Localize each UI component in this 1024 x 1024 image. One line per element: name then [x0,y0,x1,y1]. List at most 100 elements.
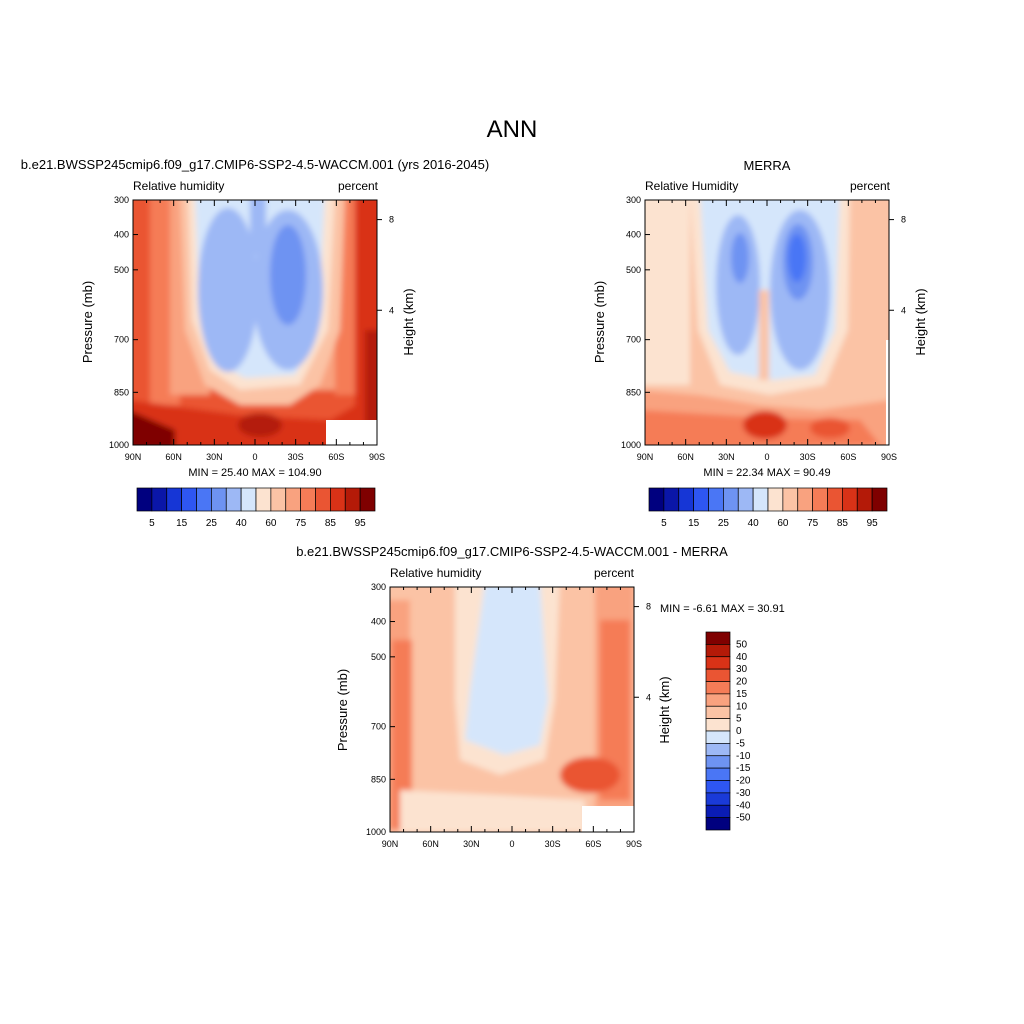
colorbar-box [705,767,731,781]
colorbar-box [255,487,272,512]
colorbar-box [663,487,680,512]
x-tick-label: 60S [328,452,344,462]
variable-label: Relative Humidity [645,179,738,193]
colorbar-label: 10 [736,701,748,712]
colorbar-box [151,487,168,512]
x-tick-label: 60N [677,452,694,462]
y-tick-label: 850 [626,387,641,397]
colorbar-box [211,487,227,512]
colorbar-label: 60 [777,518,789,529]
colorbar-box [136,487,153,512]
y-axis-right: Height (km) [401,288,416,355]
colorbar-box [782,487,799,512]
colorbar-box [705,817,731,831]
y-tick-label: 500 [626,265,641,275]
colorbar-label: 25 [718,518,730,529]
colorbar-box [705,668,731,682]
colorbar-box [705,804,731,818]
y-tick-label: 1000 [366,827,386,837]
colorbar-label: 75 [295,518,307,529]
x-tick-label: 90S [626,839,642,849]
colorbar-box [225,487,242,512]
colorbar-box [752,487,769,512]
y-axis-label: Pressure (mb) [592,281,607,363]
y-tick-label: 500 [371,652,386,662]
panel-model: b.e21.BWSSP245cmip6.f09_g17.CMIP6-SSP2-4… [21,157,489,479]
colorbar-box [737,487,754,512]
colorbar-box [693,487,709,512]
y-tick-label: 1000 [621,440,641,450]
colorbar-label: -50 [736,813,751,824]
colorbar-box [648,487,665,512]
colorbar-label: 5 [661,518,667,529]
panel-title: b.e21.BWSSP245cmip6.f09_g17.CMIP6-SSP2-4… [296,544,728,559]
x-tick-label: 30N [718,452,735,462]
colorbar-box [678,487,694,512]
colorbar-label: 20 [736,677,748,688]
x-tick-label: 90N [637,452,654,462]
panel-title: MERRA [744,158,791,173]
y-tick-label: 300 [114,195,129,205]
colorbar-label: 85 [325,518,337,529]
x-tick-label: 30S [288,452,304,462]
colorbar-box [705,780,731,794]
y-axis-left: Pressure (mb) [592,281,607,363]
x-tick-label: 30S [800,452,816,462]
colorbar-box [705,792,731,806]
colorbar-box [240,487,257,512]
colorbar-box [181,487,197,512]
y2-axis-label: Height (km) [913,288,928,355]
x-tick-label: 30N [463,839,480,849]
y-axis-left: Pressure (mb) [335,669,350,751]
colorbar-label: 50 [736,639,748,650]
colorbar-label: -10 [736,751,751,762]
variable-label: Relative humidity [390,566,481,580]
y-axis-right: Height (km) [913,288,928,355]
colorbar-label: 40 [236,518,248,529]
units-label: percent [850,179,891,193]
colorbar-box [270,487,287,512]
colorbar-box [767,487,784,512]
y-tick-label: 850 [371,774,386,784]
colorbar-label: 15 [176,518,188,529]
colorbar-label: 15 [736,689,748,700]
y2-axis-label: Height (km) [401,288,416,355]
y-tick-label: 300 [626,195,641,205]
contour-field [390,587,634,832]
contour-field [133,200,377,445]
x-tick-label: 0 [252,452,257,462]
colorbar-box [797,487,813,512]
panel-merra: MERRA Relative Humidity percent [592,158,928,479]
colorbar-label: 60 [265,518,277,529]
x-tick-label: 30N [206,452,223,462]
x-tick-label: 60N [165,452,182,462]
y2-tick-label: 8 [901,215,906,225]
colorbar-box [330,487,346,512]
x-tick-label: 60S [585,839,601,849]
y2-tick-label: 8 [389,215,394,225]
x-tick-label: 60S [840,452,856,462]
colorbar-box [359,487,376,512]
y-tick-label: 400 [626,230,641,240]
panel-difference: b.e21.BWSSP245cmip6.f09_g17.CMIP6-SSP2-4… [296,544,785,833]
colorbar-box [723,487,739,512]
colorbar-box [196,487,212,512]
y2-tick-label: 8 [646,602,651,612]
colorbar-label: 15 [688,518,700,529]
colorbar-box [708,487,724,512]
colorbar-label: -15 [736,763,751,774]
y-axis-label: Pressure (mb) [80,281,95,363]
colorbar-label: -40 [736,800,751,811]
x-tick-label: 0 [509,839,514,849]
x-tick-label: 90S [881,452,897,462]
colorbar-box [705,705,731,719]
colorbar-box [812,487,828,512]
colorbar-label: 40 [736,652,748,663]
x-tick-label: 90N [125,452,142,462]
colorbar-box [705,718,731,732]
y-tick-label: 300 [371,582,386,592]
x-tick-label: 60N [422,839,439,849]
colorbar-box [344,487,361,512]
colorbar-label: 0 [736,726,742,737]
colorbar-box [285,487,301,512]
